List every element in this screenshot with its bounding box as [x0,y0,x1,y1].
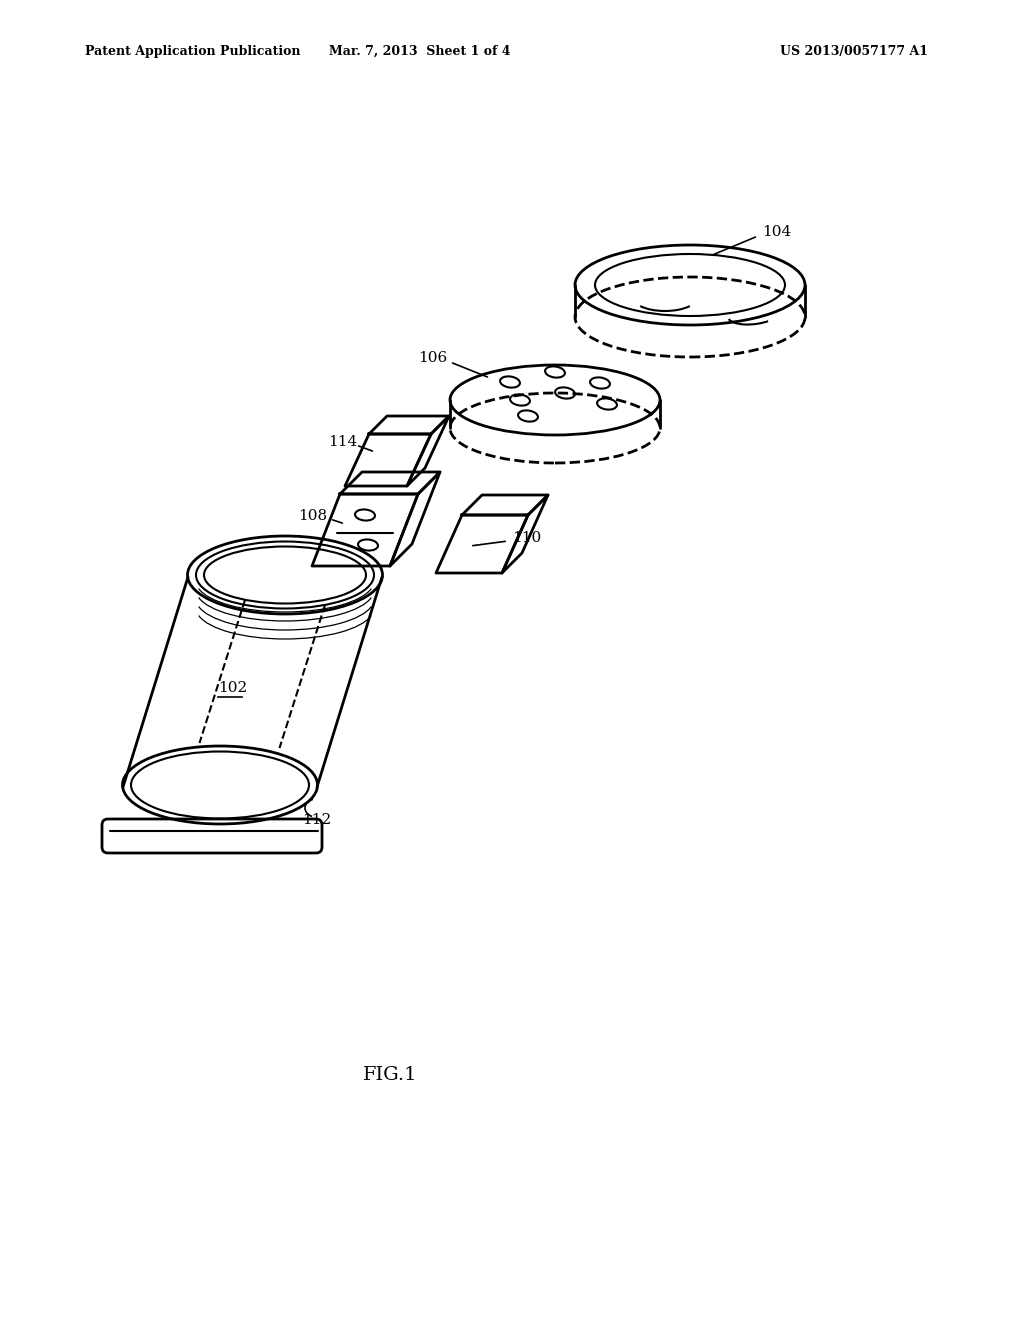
Text: 108: 108 [298,510,327,523]
Text: Mar. 7, 2013  Sheet 1 of 4: Mar. 7, 2013 Sheet 1 of 4 [330,45,511,58]
Text: Patent Application Publication: Patent Application Publication [85,45,300,58]
Text: 110: 110 [512,531,542,545]
Text: FIG.1: FIG.1 [362,1067,417,1084]
Text: 112: 112 [302,813,331,828]
Text: 104: 104 [762,224,792,239]
Text: 102: 102 [218,681,247,696]
Text: 114: 114 [328,436,357,449]
Text: US 2013/0057177 A1: US 2013/0057177 A1 [780,45,928,58]
Text: 106: 106 [418,351,447,366]
